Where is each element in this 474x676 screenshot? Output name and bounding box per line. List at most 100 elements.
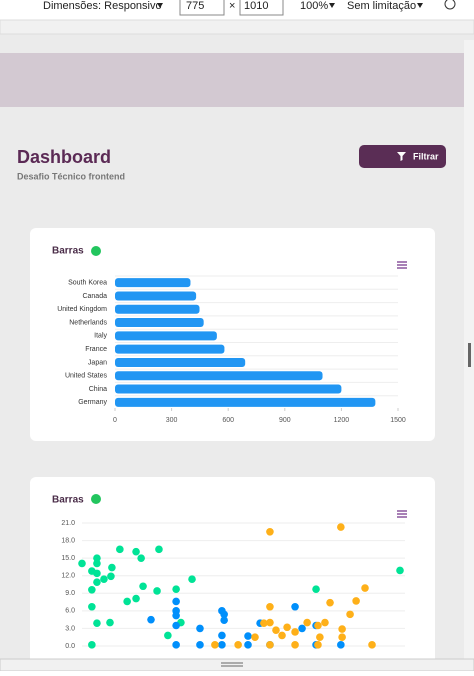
point [106,618,114,627]
point [283,623,291,632]
point [266,618,274,627]
menu-icon[interactable] [397,261,407,269]
point [266,602,274,611]
point [88,602,96,611]
point [220,616,228,625]
y-tick-label: 0.0 [65,643,75,650]
toolbar [0,0,474,20]
point [251,633,259,642]
bar [115,331,217,341]
point [116,545,124,554]
y-tick-label: 15.0 [61,555,75,562]
point [88,585,96,594]
bar [115,318,204,328]
category-label: South Korea [68,279,107,286]
point [272,626,280,634]
x-tick-label: 1200 [334,417,350,424]
point [220,610,228,619]
point [93,559,101,568]
point [266,641,274,649]
point [93,578,101,586]
zoom-select[interactable]: 100% [300,0,328,12]
bar [115,397,376,407]
point [132,594,140,603]
height-input[interactable] [239,0,284,16]
point [316,633,324,642]
y-tick-label: 9.0 [65,590,75,597]
bar [115,304,200,314]
x-tick-label: 1500 [390,417,406,424]
y-tick-label: 3.0 [65,625,75,632]
point [352,597,360,605]
point [244,632,252,640]
category-label: Netherlands [69,319,107,326]
resize-handle[interactable] [221,662,243,667]
ruler-bar [0,19,474,35]
page-title: Dashboard [17,147,111,167]
point [303,618,311,627]
point [260,619,268,627]
x-tick-label: 300 [166,417,178,424]
category-label: Japan [88,359,107,366]
point [172,611,180,620]
y-tick-label: 12.0 [61,573,75,580]
bar [115,357,246,367]
point [188,575,196,584]
bar [115,278,191,288]
point [93,554,101,562]
point [93,569,101,578]
point [137,554,145,562]
info-icon[interactable] [91,494,101,504]
width-value: 775 [186,0,204,12]
point [107,572,115,581]
point [346,610,354,619]
point [291,602,299,611]
category-label: Canada [82,293,107,300]
x-tick-label: 600 [222,417,234,424]
chart: Barras South Korea Canada United Kingdom Ne… [52,246,407,424]
times: × [229,0,235,12]
point [337,523,345,531]
info-icon[interactable] [91,246,101,256]
y-tick-label: 6.0 [65,608,75,615]
filter-icon [397,152,406,161]
point [244,641,252,649]
scroll-handle[interactable] [468,343,471,367]
point [108,563,116,572]
dropdown-arrow [417,3,423,8]
point [368,641,376,649]
point [266,527,274,536]
point [218,631,226,640]
point [196,641,204,649]
bar [115,371,323,381]
bar [115,291,197,301]
category-label: United States [65,373,108,380]
banner [0,53,464,107]
point [314,621,322,630]
point [234,641,242,649]
width-input[interactable] [179,0,225,16]
point [155,545,163,554]
throttle-select[interactable]: Sem limitação [347,0,416,12]
category-label: Italy [94,333,107,340]
rotate-icon[interactable] [444,0,456,10]
resize-bar [0,658,474,672]
point [338,625,346,633]
point [218,641,226,649]
y-tick-label: 18.0 [61,537,75,544]
chart-title: Barras [52,495,84,506]
point [172,641,180,649]
y-tick-label: 21.0 [61,520,75,527]
point [211,641,219,649]
category-label: United Kingdom [57,306,107,313]
menu-icon[interactable] [397,510,407,518]
point [139,582,147,591]
point [100,575,108,584]
point [132,547,140,556]
chart: Barras 0.0 3.0 6.0 9.0 12.0 15.0 18.0 21.0 [52,494,407,650]
category-label: France [85,346,107,353]
filter-label: Filtrar [413,151,439,161]
dimensions-select[interactable]: Dimensões: Responsivo [43,0,162,12]
point [396,566,404,575]
